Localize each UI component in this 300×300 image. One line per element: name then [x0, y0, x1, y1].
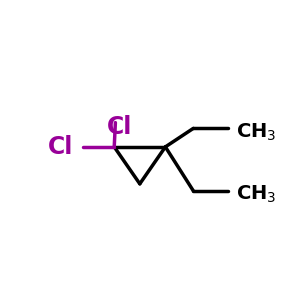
Text: CH$_3$: CH$_3$ — [236, 121, 277, 142]
Text: CH$_3$: CH$_3$ — [236, 184, 277, 205]
Text: Cl: Cl — [48, 135, 74, 159]
Text: Cl: Cl — [107, 115, 133, 139]
